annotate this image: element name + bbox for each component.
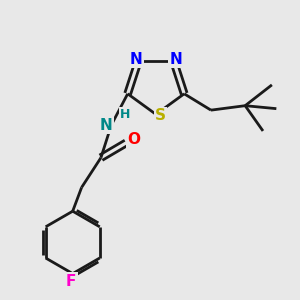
Text: S: S xyxy=(155,108,166,123)
Text: N: N xyxy=(169,52,182,67)
Text: F: F xyxy=(66,274,76,289)
Text: N: N xyxy=(100,118,112,133)
Text: N: N xyxy=(130,52,142,67)
Text: H: H xyxy=(120,108,130,121)
Text: O: O xyxy=(127,132,140,147)
